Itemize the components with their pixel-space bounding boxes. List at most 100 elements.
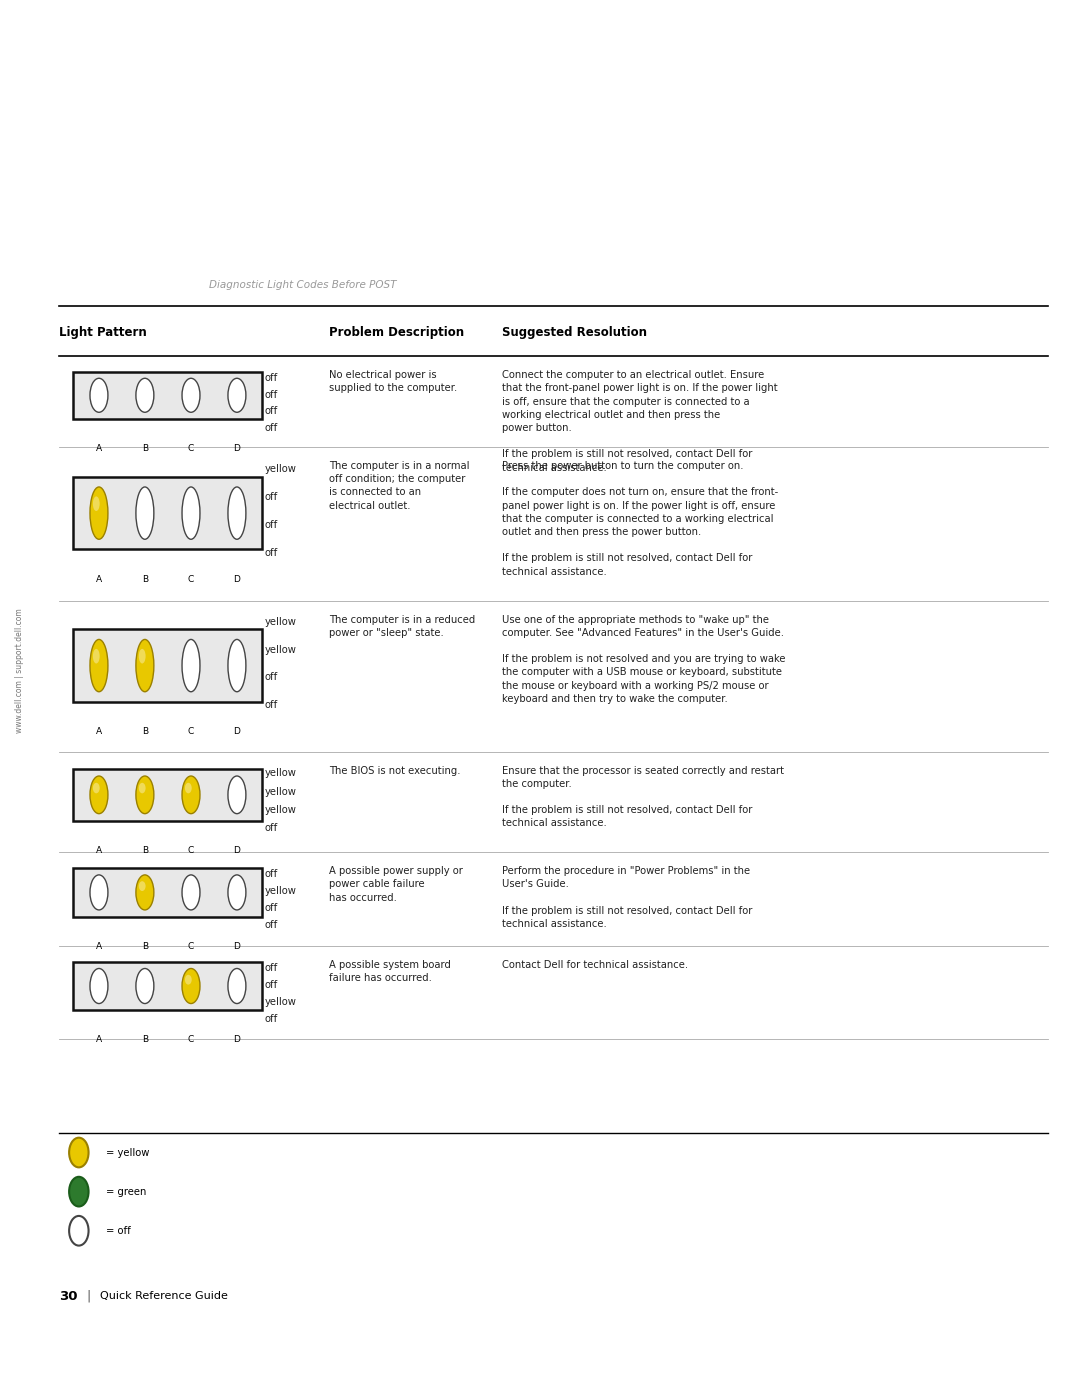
Text: 30: 30: [59, 1289, 78, 1303]
Text: yellow: yellow: [265, 645, 297, 655]
Text: off: off: [265, 492, 278, 502]
Text: off: off: [265, 422, 278, 433]
Text: D: D: [233, 942, 241, 951]
Text: B: B: [141, 574, 148, 584]
Ellipse shape: [228, 775, 246, 813]
Text: = off: = off: [106, 1225, 131, 1236]
FancyBboxPatch shape: [73, 768, 262, 821]
Ellipse shape: [69, 1176, 89, 1207]
Text: www.dell.com | support.dell.com: www.dell.com | support.dell.com: [15, 608, 24, 733]
Text: Suggested Resolution: Suggested Resolution: [502, 326, 647, 339]
Text: yellow: yellow: [265, 617, 297, 627]
Text: C: C: [188, 942, 194, 951]
Text: C: C: [188, 444, 194, 453]
Text: B: B: [141, 726, 148, 736]
Ellipse shape: [185, 782, 192, 793]
Ellipse shape: [90, 379, 108, 412]
Text: The computer is in a normal
off condition; the computer
is connected to an
elect: The computer is in a normal off conditio…: [329, 461, 470, 511]
FancyBboxPatch shape: [73, 961, 262, 1010]
Text: Problem Description: Problem Description: [329, 326, 464, 339]
Ellipse shape: [228, 640, 246, 692]
Text: C: C: [188, 574, 194, 584]
Ellipse shape: [90, 640, 108, 692]
Text: A: A: [96, 574, 102, 584]
Text: off: off: [265, 407, 278, 416]
Ellipse shape: [183, 640, 200, 692]
Ellipse shape: [136, 775, 153, 813]
FancyBboxPatch shape: [73, 476, 262, 549]
Text: A: A: [96, 942, 102, 951]
Ellipse shape: [183, 968, 200, 1003]
Text: C: C: [188, 726, 194, 736]
Text: yellow: yellow: [265, 464, 297, 474]
Text: off: off: [265, 979, 278, 989]
Text: off: off: [265, 869, 278, 879]
Ellipse shape: [138, 648, 146, 664]
Ellipse shape: [183, 488, 200, 539]
Text: D: D: [233, 444, 241, 453]
Text: A possible system board
failure has occurred.: A possible system board failure has occu…: [329, 960, 451, 983]
Text: D: D: [233, 574, 241, 584]
Text: yellow: yellow: [265, 886, 297, 895]
Ellipse shape: [93, 496, 99, 511]
Text: Press the power button to turn the computer on.

If the computer does not turn o: Press the power button to turn the compu…: [502, 461, 779, 577]
Ellipse shape: [228, 488, 246, 539]
Text: The BIOS is not executing.: The BIOS is not executing.: [329, 766, 461, 775]
Text: Perform the procedure in "Power Problems" in the
User's Guide.

If the problem i: Perform the procedure in "Power Problems…: [502, 866, 753, 929]
Text: off: off: [265, 520, 278, 529]
Text: A: A: [96, 726, 102, 736]
FancyBboxPatch shape: [73, 629, 262, 701]
Ellipse shape: [228, 875, 246, 909]
Ellipse shape: [183, 875, 200, 909]
Text: No electrical power is
supplied to the computer.: No electrical power is supplied to the c…: [329, 370, 458, 394]
Text: yellow: yellow: [265, 805, 297, 814]
Text: off: off: [265, 672, 278, 682]
Ellipse shape: [93, 782, 99, 793]
Text: B: B: [141, 444, 148, 453]
Text: B: B: [141, 942, 148, 951]
Text: off: off: [265, 823, 278, 833]
Text: off: off: [265, 373, 278, 383]
Text: B: B: [141, 847, 148, 855]
Ellipse shape: [136, 379, 153, 412]
Ellipse shape: [228, 379, 246, 412]
Text: Diagnostic Light Codes Before POST: Diagnostic Light Codes Before POST: [208, 279, 396, 291]
Text: A possible power supply or
power cable failure
has occurred.: A possible power supply or power cable f…: [329, 866, 463, 902]
Text: The computer is in a reduced
power or "sleep" state.: The computer is in a reduced power or "s…: [329, 615, 475, 638]
Text: Use one of the appropriate methods to "wake up" the
computer. See "Advanced Feat: Use one of the appropriate methods to "w…: [502, 615, 786, 704]
Text: |: |: [86, 1289, 91, 1303]
Text: B: B: [141, 1035, 148, 1045]
Text: = green: = green: [106, 1186, 146, 1197]
Text: off: off: [265, 963, 278, 972]
Text: D: D: [233, 726, 241, 736]
Text: = yellow: = yellow: [106, 1147, 149, 1158]
Ellipse shape: [69, 1215, 89, 1246]
Text: A: A: [96, 847, 102, 855]
Text: off: off: [265, 902, 278, 914]
Text: yellow: yellow: [265, 787, 297, 796]
Ellipse shape: [183, 775, 200, 813]
Text: off: off: [265, 548, 278, 557]
Ellipse shape: [90, 775, 108, 813]
FancyBboxPatch shape: [73, 372, 262, 419]
Ellipse shape: [90, 488, 108, 539]
Text: off: off: [265, 390, 278, 400]
Ellipse shape: [185, 975, 192, 985]
Ellipse shape: [136, 640, 153, 692]
Ellipse shape: [90, 875, 108, 909]
Text: A: A: [96, 1035, 102, 1045]
FancyBboxPatch shape: [73, 868, 262, 916]
Ellipse shape: [136, 875, 153, 909]
Ellipse shape: [138, 782, 146, 793]
Ellipse shape: [228, 968, 246, 1003]
Text: Quick Reference Guide: Quick Reference Guide: [100, 1291, 228, 1302]
Text: yellow: yellow: [265, 996, 297, 1007]
Ellipse shape: [183, 379, 200, 412]
Text: yellow: yellow: [265, 768, 297, 778]
Text: Light Pattern: Light Pattern: [59, 326, 147, 339]
Ellipse shape: [136, 488, 153, 539]
Ellipse shape: [136, 968, 153, 1003]
Ellipse shape: [90, 968, 108, 1003]
Text: off: off: [265, 921, 278, 930]
Text: D: D: [233, 847, 241, 855]
